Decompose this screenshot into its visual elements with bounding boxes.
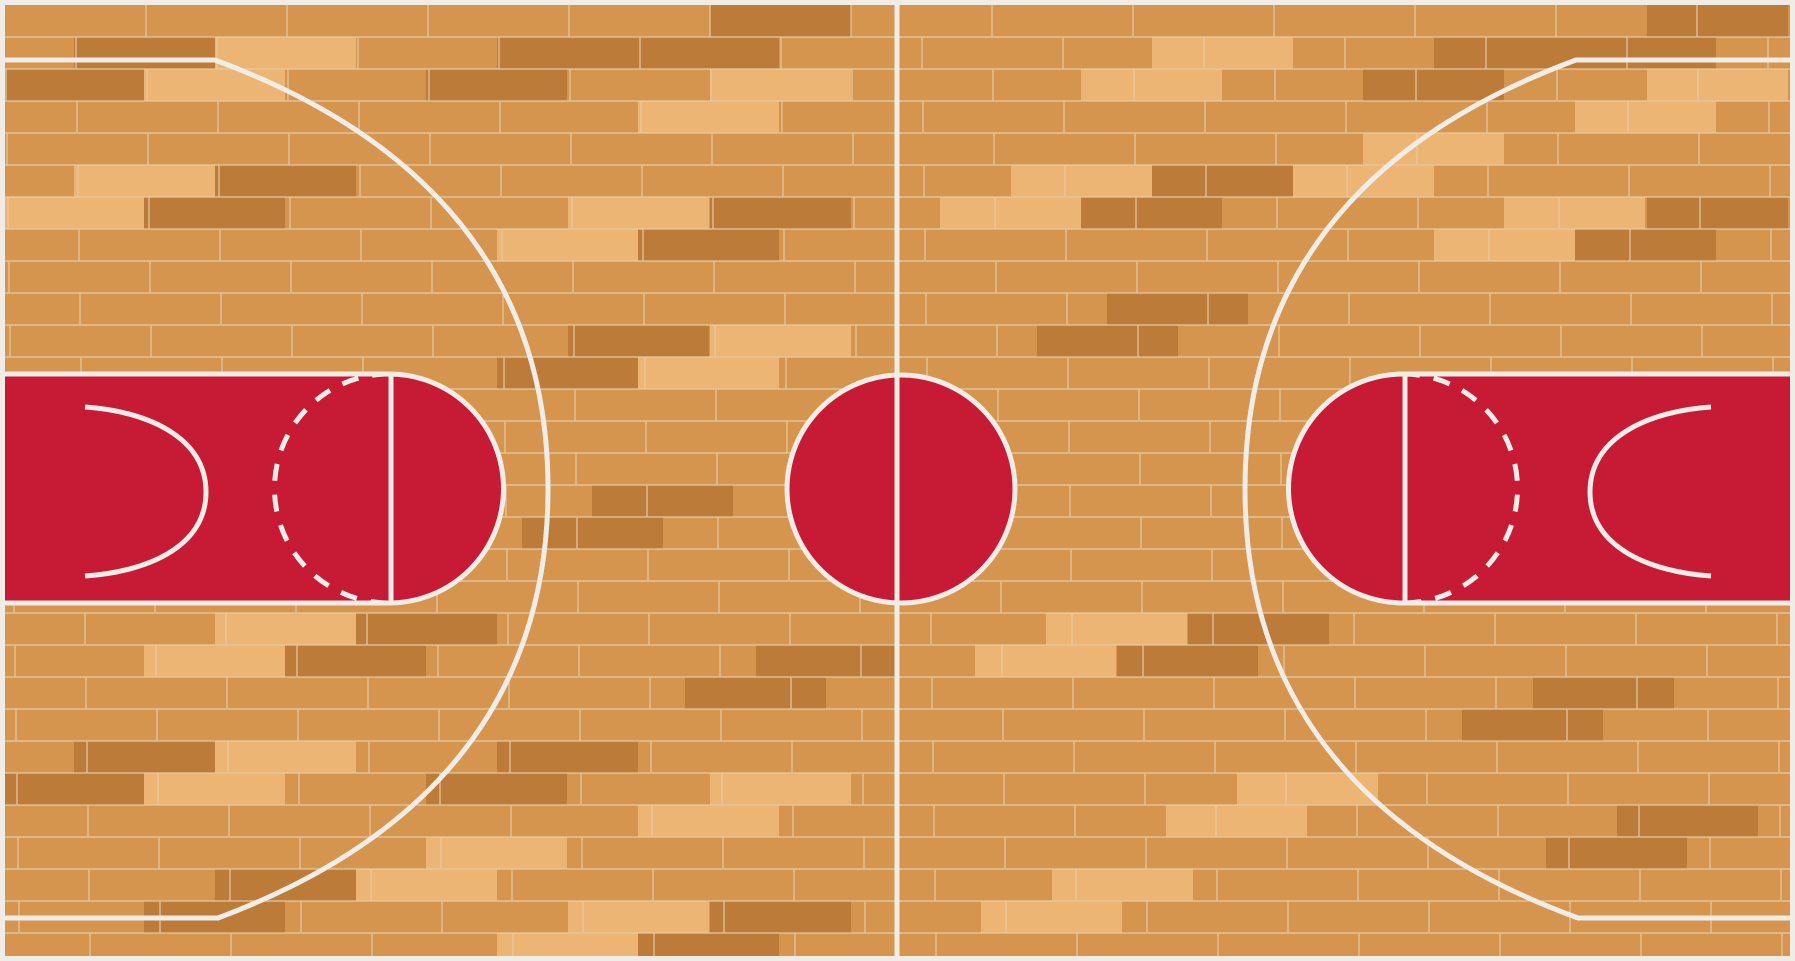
light-plank bbox=[710, 69, 851, 101]
dark-plank bbox=[1647, 197, 1788, 229]
right-restricted-area-arc bbox=[1587, 404, 1712, 579]
right-key-paint bbox=[1403, 374, 1790, 603]
dark-plank bbox=[497, 37, 638, 69]
dark-plank bbox=[285, 645, 426, 677]
light-plank bbox=[638, 101, 779, 133]
light-plank bbox=[981, 901, 1122, 933]
light-plank bbox=[356, 869, 497, 901]
left-free-throw-arc-solid bbox=[388, 371, 506, 606]
light-plank bbox=[710, 773, 851, 805]
dark-plank bbox=[1575, 37, 1716, 69]
dark-plank bbox=[638, 933, 779, 956]
dark-plank bbox=[426, 69, 567, 101]
dark-plank bbox=[215, 869, 356, 901]
light-plank bbox=[940, 197, 1081, 229]
light-plank bbox=[1647, 69, 1788, 101]
light-plank bbox=[1166, 805, 1307, 837]
light-plank bbox=[215, 37, 356, 69]
dark-plank bbox=[1575, 229, 1716, 261]
light-plank bbox=[638, 357, 779, 389]
light-plank bbox=[74, 165, 215, 197]
dark-plank bbox=[74, 741, 215, 773]
dark-plank bbox=[426, 773, 567, 805]
light-plank bbox=[975, 645, 1116, 677]
dark-plank bbox=[1462, 709, 1603, 741]
right-three-point-line bbox=[1242, 57, 1790, 921]
dark-plank bbox=[638, 37, 779, 69]
dark-plank bbox=[1037, 325, 1178, 357]
light-plank bbox=[215, 741, 356, 773]
dark-plank bbox=[568, 325, 709, 357]
left-three-point-line bbox=[5, 57, 551, 921]
light-plank bbox=[497, 933, 638, 956]
right-key-lines bbox=[1403, 371, 1790, 606]
light-plank bbox=[497, 229, 638, 261]
dark-plank bbox=[1107, 293, 1248, 325]
dark-plank bbox=[1617, 805, 1758, 837]
dark-plank bbox=[1081, 197, 1222, 229]
dark-plank bbox=[144, 197, 285, 229]
light-plank bbox=[568, 901, 709, 933]
light-plank bbox=[1237, 773, 1378, 805]
dark-plank bbox=[1117, 645, 1258, 677]
light-plank bbox=[1011, 165, 1152, 197]
dark-plank bbox=[592, 485, 733, 517]
light-plank bbox=[1363, 133, 1504, 165]
left-free-throw-semicircle bbox=[389, 374, 504, 603]
light-plank bbox=[710, 325, 851, 357]
dark-plank bbox=[1546, 837, 1687, 869]
painted-areas bbox=[5, 374, 1790, 603]
center-circle-line bbox=[784, 372, 1018, 606]
light-plank bbox=[1081, 69, 1222, 101]
left-key-paint bbox=[5, 374, 389, 603]
left-key-lines bbox=[5, 371, 389, 606]
light-plank bbox=[568, 197, 709, 229]
dark-plank bbox=[74, 37, 215, 69]
dark-plank bbox=[710, 5, 851, 37]
dark-plank bbox=[1152, 165, 1293, 197]
light-plank bbox=[1504, 197, 1645, 229]
dark-plank bbox=[1363, 69, 1504, 101]
dark-plank bbox=[710, 197, 851, 229]
dark-plank bbox=[497, 357, 638, 389]
dark-plank bbox=[710, 901, 851, 933]
light-plank bbox=[1434, 229, 1575, 261]
dark-plank bbox=[215, 165, 356, 197]
court-lines bbox=[5, 5, 1790, 956]
dark-plank bbox=[685, 677, 826, 709]
light-plank bbox=[1575, 101, 1716, 133]
center-circle-paint bbox=[787, 375, 1015, 603]
dark-plank bbox=[1434, 37, 1575, 69]
right-free-throw-arc-solid bbox=[1286, 371, 1404, 606]
light-plank bbox=[215, 613, 356, 645]
light-plank bbox=[144, 773, 285, 805]
dark-plank bbox=[356, 613, 497, 645]
light-plank bbox=[1152, 37, 1293, 69]
light-plank bbox=[638, 805, 779, 837]
light-plank bbox=[1052, 869, 1193, 901]
light-plank bbox=[1293, 165, 1434, 197]
dark-plank bbox=[1533, 677, 1674, 709]
dark-plank bbox=[5, 69, 144, 101]
dark-plank bbox=[497, 741, 638, 773]
dark-plank bbox=[1188, 613, 1329, 645]
light-plank bbox=[426, 837, 567, 869]
left-restricted-area-arc bbox=[84, 404, 209, 579]
dark-plank bbox=[756, 645, 897, 677]
floor-planks bbox=[5, 5, 1788, 956]
light-plank bbox=[144, 645, 285, 677]
dark-plank bbox=[5, 773, 144, 805]
light-plank bbox=[1046, 613, 1187, 645]
dark-plank bbox=[1647, 5, 1788, 37]
light-plank bbox=[5, 197, 144, 229]
light-plank bbox=[144, 69, 285, 101]
right-free-throw-semicircle bbox=[1288, 374, 1403, 603]
dark-plank bbox=[638, 229, 779, 261]
